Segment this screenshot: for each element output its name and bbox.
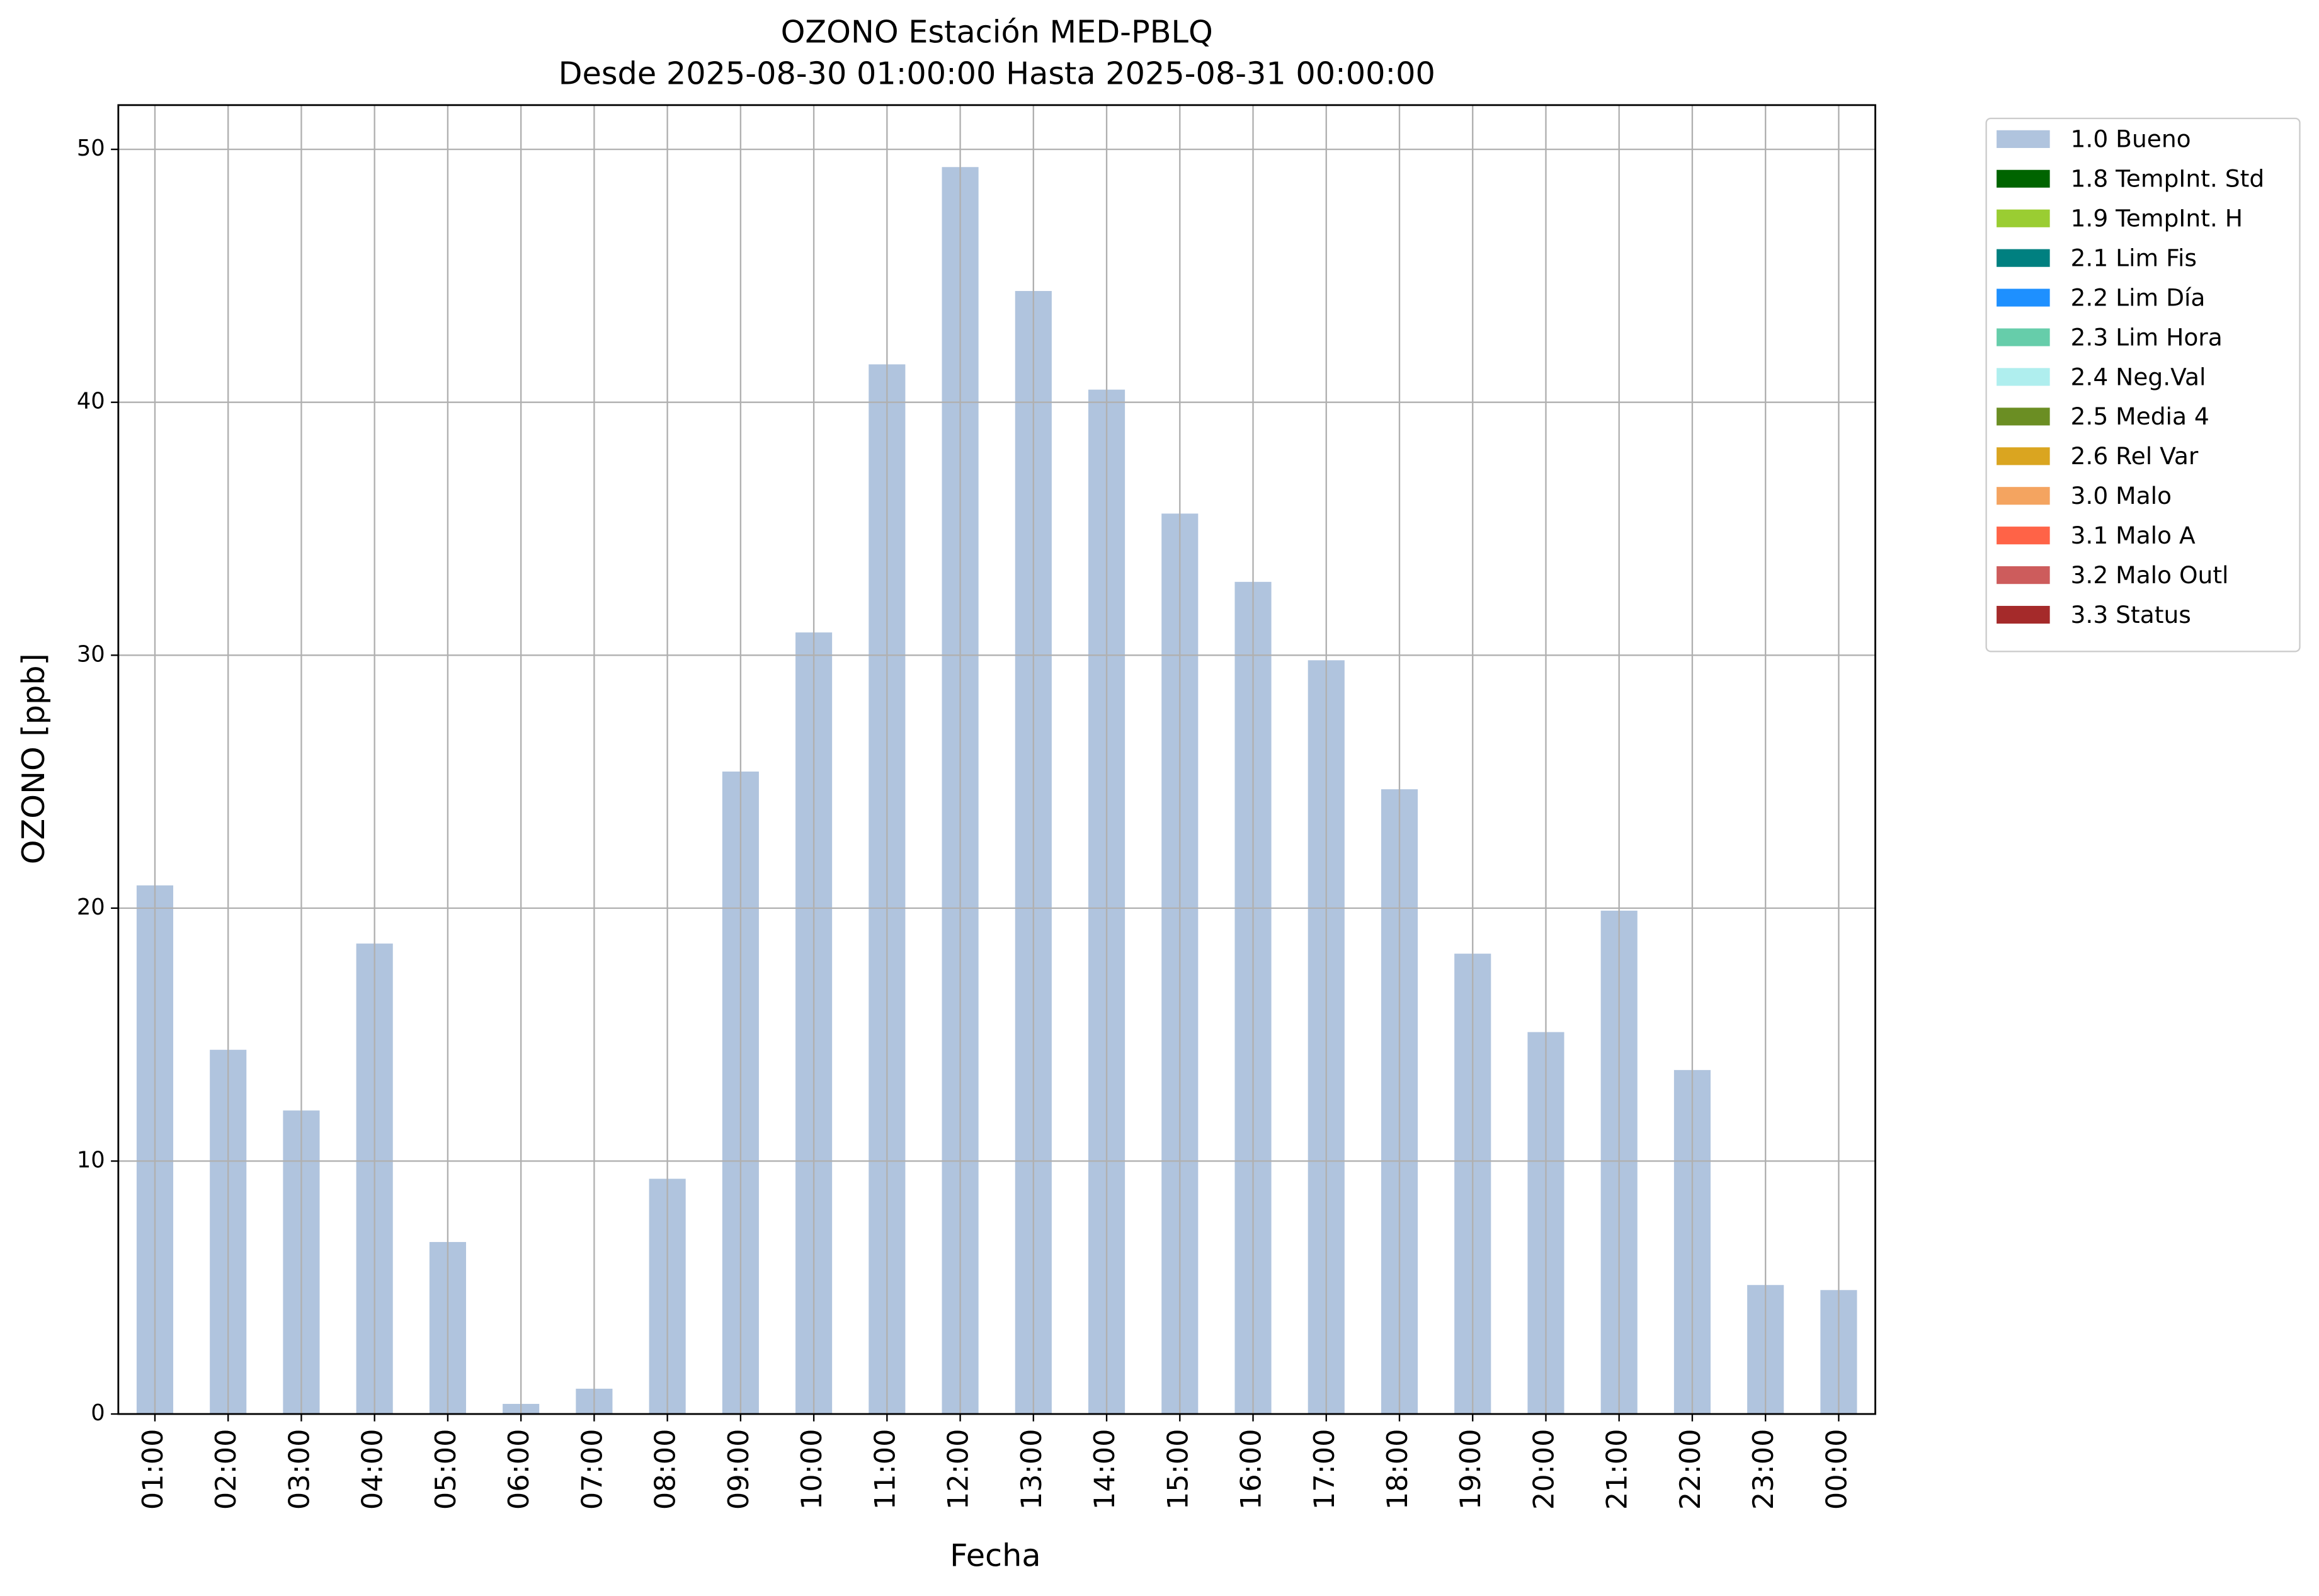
legend-swatch [1997, 169, 2050, 188]
y-tick-label: 30 [77, 641, 105, 667]
x-tick-label: 10:00 [795, 1429, 828, 1510]
x-tick-label: 22:00 [1674, 1429, 1707, 1510]
x-tick-label: 02:00 [210, 1429, 242, 1510]
x-tick-label: 23:00 [1747, 1429, 1780, 1510]
legend-swatch [1997, 408, 2050, 426]
legend-swatch [1997, 249, 2050, 267]
y-tick-label: 20 [77, 894, 105, 920]
x-tick-label: 06:00 [503, 1429, 535, 1510]
x-tick-label: 17:00 [1308, 1429, 1341, 1510]
x-tick-label: 00:00 [1820, 1429, 1853, 1510]
x-tick-label: 16:00 [1235, 1429, 1268, 1510]
y-axis-label: OZONO [ppb] [15, 653, 52, 864]
x-tick-label: 19:00 [1454, 1429, 1487, 1510]
legend-swatch [1997, 447, 2050, 465]
x-tick-label: 14:00 [1088, 1429, 1121, 1510]
x-tick-label: 21:00 [1601, 1429, 1634, 1510]
legend-label: 1.0 Bueno [2071, 125, 2191, 153]
chart-title: OZONO Estación MED-PBLQ [781, 14, 1213, 50]
legend-label: 3.1 Malo A [2071, 522, 2196, 549]
y-tick-label: 0 [91, 1400, 105, 1426]
chart-subtitle: Desde 2025-08-30 01:00:00 Hasta 2025-08-… [559, 55, 1435, 91]
x-tick-label: 03:00 [283, 1429, 316, 1510]
x-tick-label: 05:00 [430, 1429, 462, 1510]
legend-swatch [1997, 527, 2050, 545]
legend-label: 2.5 Media 4 [2071, 402, 2209, 430]
x-tick-label: 01:00 [137, 1429, 169, 1510]
legend-label: 1.9 TempInt. H [2071, 205, 2243, 232]
y-tick-label: 40 [77, 389, 105, 414]
x-tick-label: 11:00 [869, 1429, 901, 1510]
y-tick-label: 10 [77, 1147, 105, 1173]
x-tick-label: 07:00 [576, 1429, 608, 1510]
x-tick-label: 04:00 [356, 1429, 389, 1510]
legend-swatch [1997, 487, 2050, 505]
y-tick-label: 50 [77, 135, 105, 161]
legend-swatch [1997, 566, 2050, 584]
x-tick-label: 12:00 [942, 1429, 975, 1510]
legend-label: 3.2 Malo Outl [2071, 561, 2229, 589]
x-tick-label: 13:00 [1015, 1429, 1048, 1510]
legend-label: 3.0 Malo [2071, 482, 2172, 510]
legend-label: 1.8 TempInt. Std [2071, 165, 2265, 193]
x-tick-label: 15:00 [1161, 1429, 1194, 1510]
legend-swatch [1997, 605, 2050, 624]
legend-label: 2.3 Lim Hora [2071, 323, 2223, 351]
legend-label: 2.6 Rel Var [2071, 442, 2199, 470]
plot-frame [117, 104, 1876, 1415]
legend-label: 2.1 Lim Fis [2071, 244, 2197, 272]
legend-swatch [1997, 328, 2050, 346]
legend-swatch [1997, 368, 2050, 386]
x-axis-label: Fecha [950, 1537, 1041, 1573]
legend-label: 2.2 Lim Día [2071, 283, 2206, 311]
legend-box [1985, 117, 2301, 653]
x-tick-label: 08:00 [649, 1429, 682, 1510]
legend-swatch [1997, 288, 2050, 307]
legend-swatch [1997, 130, 2050, 148]
x-tick-label: 18:00 [1381, 1429, 1414, 1510]
x-tick-label: 20:00 [1527, 1429, 1560, 1510]
legend-label: 3.3 Status [2071, 601, 2191, 629]
legend-swatch [1997, 209, 2050, 227]
x-tick-label: 09:00 [722, 1429, 755, 1510]
legend-label: 2.4 Neg.Val [2071, 363, 2206, 390]
